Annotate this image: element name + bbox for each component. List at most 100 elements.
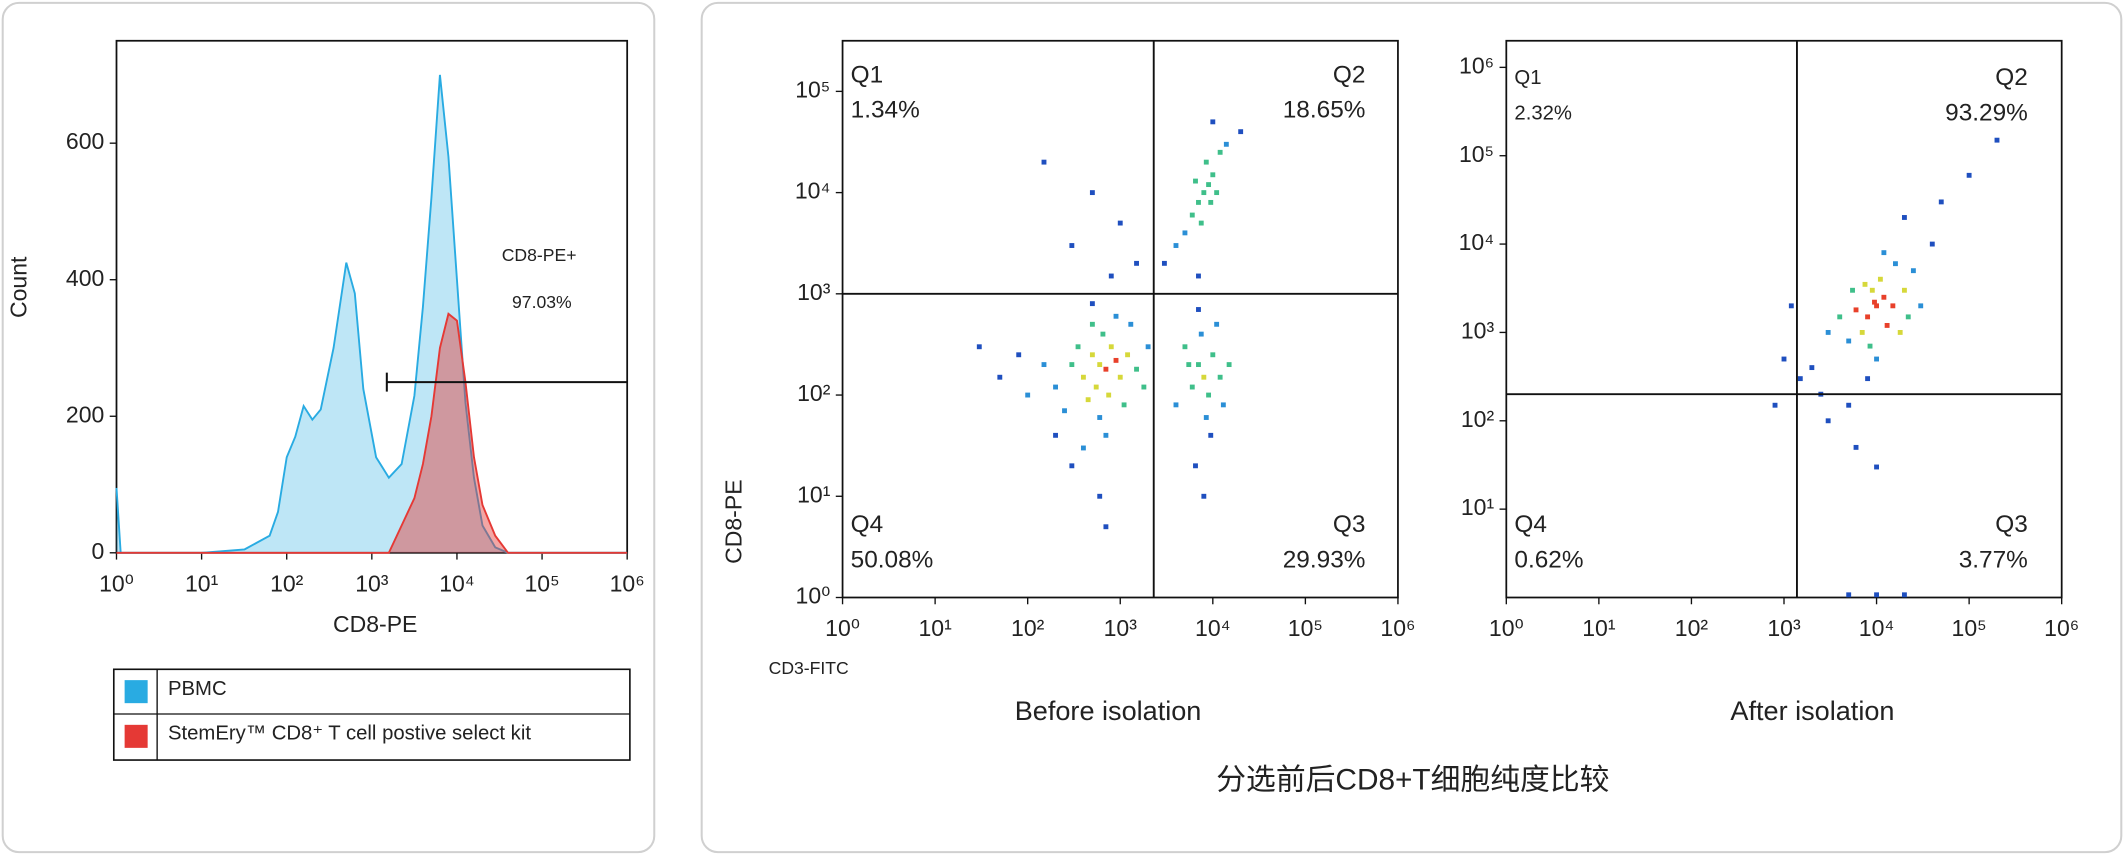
y-tick-label: 10² xyxy=(1461,406,1495,432)
scatter-point xyxy=(1825,418,1831,424)
x-tick-label: 10¹ xyxy=(1582,615,1616,641)
scatter-point xyxy=(1080,374,1086,380)
scatter-point xyxy=(1881,294,1887,300)
caption: 分选前后CD8+T细胞纯度比较 xyxy=(1216,764,1609,797)
scatter-point xyxy=(1106,392,1112,398)
scatter-point xyxy=(1226,362,1232,368)
scatter-point xyxy=(1850,287,1855,293)
gate-label: CD8-PE+ xyxy=(502,245,577,265)
x-tick-label: 10⁰ xyxy=(825,615,860,641)
scatter-point xyxy=(1797,376,1803,382)
y-tick-label: 10⁵ xyxy=(1459,141,1494,167)
y-tick-label: 10⁴ xyxy=(795,178,831,204)
scatter-point xyxy=(1134,260,1139,266)
scatter-point xyxy=(1198,331,1204,337)
x-tick-label: 10⁶ xyxy=(610,570,645,596)
scatter-point xyxy=(1201,493,1207,499)
x-tick-label: 10² xyxy=(1011,615,1045,641)
scatter-point xyxy=(1901,287,1907,293)
scatter-point xyxy=(1938,199,1944,205)
scatter-point xyxy=(1846,338,1852,344)
quadrant-name: Q4 xyxy=(851,511,884,538)
scatter-point xyxy=(1206,392,1212,398)
scatter-point xyxy=(1874,464,1879,470)
scatter-point xyxy=(1214,321,1220,327)
scatter-point xyxy=(1910,268,1916,274)
x-tick-label: 10⁶ xyxy=(2044,615,2079,641)
x-tick-label: 10⁰ xyxy=(99,570,134,596)
scatter-point xyxy=(1788,303,1794,309)
scatter-point xyxy=(1217,149,1223,155)
quadrant-percent: 0.62% xyxy=(1514,546,1583,573)
legend-label: PBMC xyxy=(168,678,227,700)
x-tick-label: 10³ xyxy=(1767,615,1801,641)
scatter-point xyxy=(1994,137,2000,143)
scatter-point xyxy=(1117,220,1123,226)
quadrant-percent: 93.29% xyxy=(1945,99,2028,126)
scatter-point xyxy=(1881,250,1887,256)
scatter-point xyxy=(1223,141,1229,147)
x-tick-label: 10⁵ xyxy=(524,570,559,596)
scatter-point xyxy=(1210,172,1216,178)
gate-percent: 97.03% xyxy=(512,292,572,312)
x-axis-label: CD8-PE xyxy=(333,611,417,637)
scatter-point xyxy=(1859,329,1865,335)
scatter-point xyxy=(1089,301,1095,307)
area-fill xyxy=(116,74,628,553)
scatter-point xyxy=(1201,190,1207,196)
scatter-point xyxy=(1193,178,1198,184)
scatter-point xyxy=(1053,384,1058,390)
scatter-point xyxy=(1918,303,1924,309)
scatter-point xyxy=(1210,352,1216,358)
scatter-point xyxy=(1069,243,1075,248)
quadrant-percent: 29.93% xyxy=(1283,546,1366,573)
y-tick-label: 10² xyxy=(797,380,831,406)
scatter-point xyxy=(1093,384,1099,390)
scatter-point xyxy=(1186,362,1192,368)
x-tick-label: 10⁴ xyxy=(439,570,475,596)
scatter-point xyxy=(1173,402,1179,408)
left-panel xyxy=(1,1,656,854)
scatter-point xyxy=(1198,220,1204,226)
scatter-point xyxy=(1069,362,1075,368)
scatter-point xyxy=(1189,384,1195,390)
scatter-point xyxy=(1097,493,1103,499)
x-tick-label: 10¹ xyxy=(918,615,952,641)
x-tick-label: 10⁶ xyxy=(1380,615,1415,641)
scatter-point xyxy=(1041,362,1047,368)
scatter-point xyxy=(1220,402,1226,408)
scatter-point xyxy=(1080,445,1086,451)
scatter-point xyxy=(1884,322,1890,328)
scatter-point xyxy=(1825,329,1831,335)
scatter-point xyxy=(1097,362,1103,368)
quadrant-name: Q2 xyxy=(1333,61,1366,88)
scatter-point xyxy=(1862,281,1868,287)
scatter-point xyxy=(1874,303,1879,309)
quadrant-name: Q3 xyxy=(1333,511,1366,538)
scatter-point xyxy=(1089,190,1095,196)
scatter-point xyxy=(1966,172,1972,178)
x-tick-label: 10⁴ xyxy=(1859,615,1895,641)
scatter-point xyxy=(1189,212,1195,218)
quadrant-percent: 3.77% xyxy=(1959,546,2028,573)
y-axis-label: CD8-PE xyxy=(721,479,747,563)
y-tick-label: 10⁰ xyxy=(796,583,831,609)
scatter-point xyxy=(1182,344,1188,350)
scatter-point xyxy=(1877,276,1883,282)
scatter-point xyxy=(1125,352,1131,358)
scatter-point xyxy=(1108,273,1114,279)
scatter-point xyxy=(1214,190,1220,196)
scatter-point xyxy=(1196,307,1201,312)
scatter-point xyxy=(1075,344,1081,350)
scatter-point xyxy=(1865,314,1871,320)
x-tick-label: 10¹ xyxy=(185,570,219,596)
scatter-point xyxy=(1182,230,1188,236)
scatter-point xyxy=(1089,352,1095,358)
scatter-point xyxy=(1113,313,1119,319)
quadrant-percent: 50.08% xyxy=(851,546,934,573)
scatter-point xyxy=(1206,182,1212,188)
legend-swatch xyxy=(124,724,148,748)
scatter-point xyxy=(1196,273,1201,279)
scatter-point xyxy=(1874,356,1879,362)
